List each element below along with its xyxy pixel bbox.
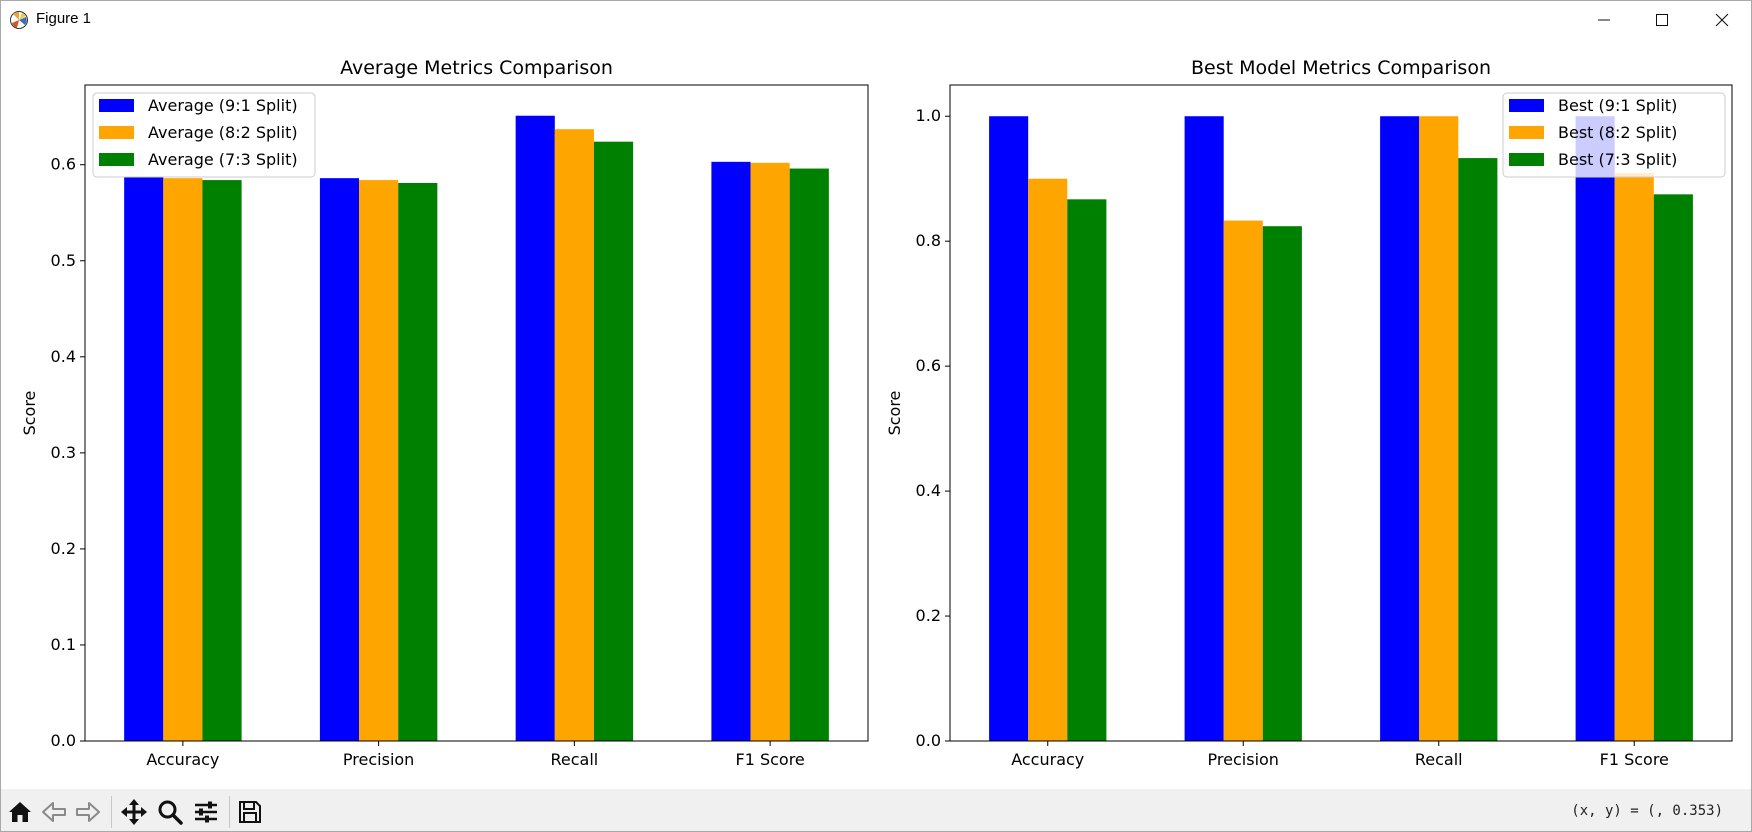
bar-precision-series-1 [319, 178, 360, 741]
y-tick-label: 0.0 [51, 731, 76, 750]
x-tick-label: Precision [343, 750, 414, 769]
x-tick-label: Recall [1415, 750, 1463, 769]
y-tick-label: 0.4 [916, 481, 941, 500]
pan-button[interactable] [119, 797, 149, 827]
configure-subplots-button[interactable] [191, 797, 221, 827]
y-tick-label: 0.2 [51, 539, 76, 558]
bar-accuracy-series-2 [163, 178, 203, 741]
axes-frame [84, 84, 869, 742]
y-tick-label: 0.6 [51, 155, 76, 174]
arrow-right-icon [76, 802, 100, 822]
bar-precision-series-3 [398, 182, 438, 742]
legend-swatch [99, 153, 134, 166]
arrow-left-icon [42, 802, 66, 822]
toolbar-separator [229, 796, 230, 828]
bar-recall-series-1 [515, 115, 555, 742]
bar-f1-score-series-2 [1614, 173, 1654, 741]
legend-box [92, 92, 316, 178]
matplotlib-logo-icon [10, 11, 28, 29]
bar-recall-series-1 [1380, 116, 1420, 741]
bar-precision-series-1 [1184, 116, 1224, 741]
bar-precision-series-3 [1262, 226, 1302, 742]
bar-recall-series-3 [593, 141, 634, 742]
y-tick-label: 1.0 [916, 106, 941, 125]
y-tick-label: 0.0 [916, 731, 941, 750]
legend-box [1502, 92, 1726, 178]
axes-frame [949, 84, 1733, 742]
chart-title: Average Metrics Comparison [340, 57, 613, 79]
y-tick-label: 0.8 [916, 231, 941, 250]
bar-f1-score-series-1 [1575, 116, 1615, 741]
x-tick-label: Accuracy [146, 750, 219, 769]
x-tick-label: F1 Score [1600, 750, 1669, 769]
x-tick-label: Accuracy [1011, 750, 1084, 769]
maximize-button[interactable] [1633, 1, 1691, 39]
y-axis-label: Score [885, 391, 904, 436]
bar-accuracy-series-3 [202, 180, 242, 742]
legend-label: Average (7:3 Split) [148, 150, 298, 169]
minimize-icon [1598, 19, 1610, 21]
legend-swatch [1509, 99, 1544, 112]
legend-swatch [1509, 153, 1544, 166]
y-tick-label: 0.2 [916, 606, 941, 625]
legend-label: Best (9:1 Split) [1558, 96, 1677, 115]
bar-f1-score-series-3 [1653, 194, 1693, 742]
floppy-disk-icon [239, 801, 261, 823]
bar-accuracy-series-1 [989, 116, 1029, 741]
bar-f1-score-series-3 [789, 168, 829, 741]
bar-recall-series-2 [1419, 116, 1459, 741]
legend-label: Best (7:3 Split) [1558, 150, 1677, 169]
figure-svg: 0.0 0.1 0.2 0.3 0.4 0.5 0.6 Accuracy Precision Re… [20, 57, 1733, 769]
forward-button[interactable] [73, 797, 103, 827]
x-tick-label: Recall [551, 750, 599, 769]
bar-accuracy-series-3 [1067, 199, 1107, 741]
x-tick-label: F1 Score [735, 750, 804, 769]
window-title: Figure 1 [36, 10, 92, 27]
zoom-button[interactable] [155, 797, 185, 827]
legend-swatch [1509, 126, 1544, 139]
maximize-icon [1656, 14, 1668, 26]
minimize-button[interactable] [1575, 1, 1633, 39]
bar-recall-series-3 [1458, 158, 1498, 741]
legend-label: Average (8:2 Split) [148, 123, 298, 142]
chart-title: Best Model Metrics Comparison [1191, 57, 1491, 79]
legend-label: Best (8:2 Split) [1558, 123, 1677, 142]
legend-swatch [99, 99, 134, 112]
y-tick-label: 0.6 [916, 356, 941, 375]
x-tick-label: Precision [1208, 750, 1279, 769]
y-axis-label: Score [20, 391, 39, 436]
move-icon [121, 799, 147, 825]
bar-recall-series-2 [554, 129, 594, 742]
sliders-icon [195, 801, 217, 823]
title-bar[interactable]: Figure 1 [1, 1, 1751, 39]
bar-f1-score-series-2 [750, 162, 790, 741]
chart-1: 0.0 0.1 0.2 0.3 0.4 0.5 0.6 Accuracy Precision Re… [20, 57, 869, 769]
bar-f1-score-series-1 [711, 161, 751, 742]
bar-accuracy-series-1 [124, 177, 164, 742]
figure-canvas[interactable]: 0.0 0.1 0.2 0.3 0.4 0.5 0.6 Accuracy Precision Re… [1, 39, 1751, 789]
y-tick-label: 0.1 [51, 635, 76, 654]
toolbar-separator [111, 796, 112, 828]
close-icon [1715, 13, 1729, 27]
legend-label: Average (9:1 Split) [148, 96, 298, 115]
close-button[interactable] [1693, 1, 1751, 39]
legend: Average (9:1 Split) Average (8:2 Split) Av… [92, 92, 316, 178]
magnifier-icon [158, 800, 183, 825]
y-tick-label: 0.5 [51, 251, 76, 270]
legend-swatch [99, 126, 134, 139]
navigation-toolbar: (x, y) = (, 0.353) [1, 789, 1751, 831]
y-tick-label: 0.4 [51, 347, 76, 366]
y-tick-label: 0.3 [51, 443, 76, 462]
bar-precision-series-2 [359, 180, 399, 742]
chart-2: 0.0 0.2 0.4 0.6 0.8 1.0 Accuracy Precision Recal… [885, 57, 1733, 769]
legend: Best (9:1 Split) Best (8:2 Split) Best (7:… [1502, 92, 1726, 178]
bar-precision-series-2 [1223, 220, 1263, 741]
save-button[interactable] [235, 797, 265, 827]
cursor-coordinates: (x, y) = (, 0.353) [1571, 803, 1723, 819]
home-button[interactable] [5, 797, 35, 827]
back-button[interactable] [39, 797, 69, 827]
bar-accuracy-series-2 [1028, 178, 1068, 741]
home-icon [9, 802, 31, 822]
